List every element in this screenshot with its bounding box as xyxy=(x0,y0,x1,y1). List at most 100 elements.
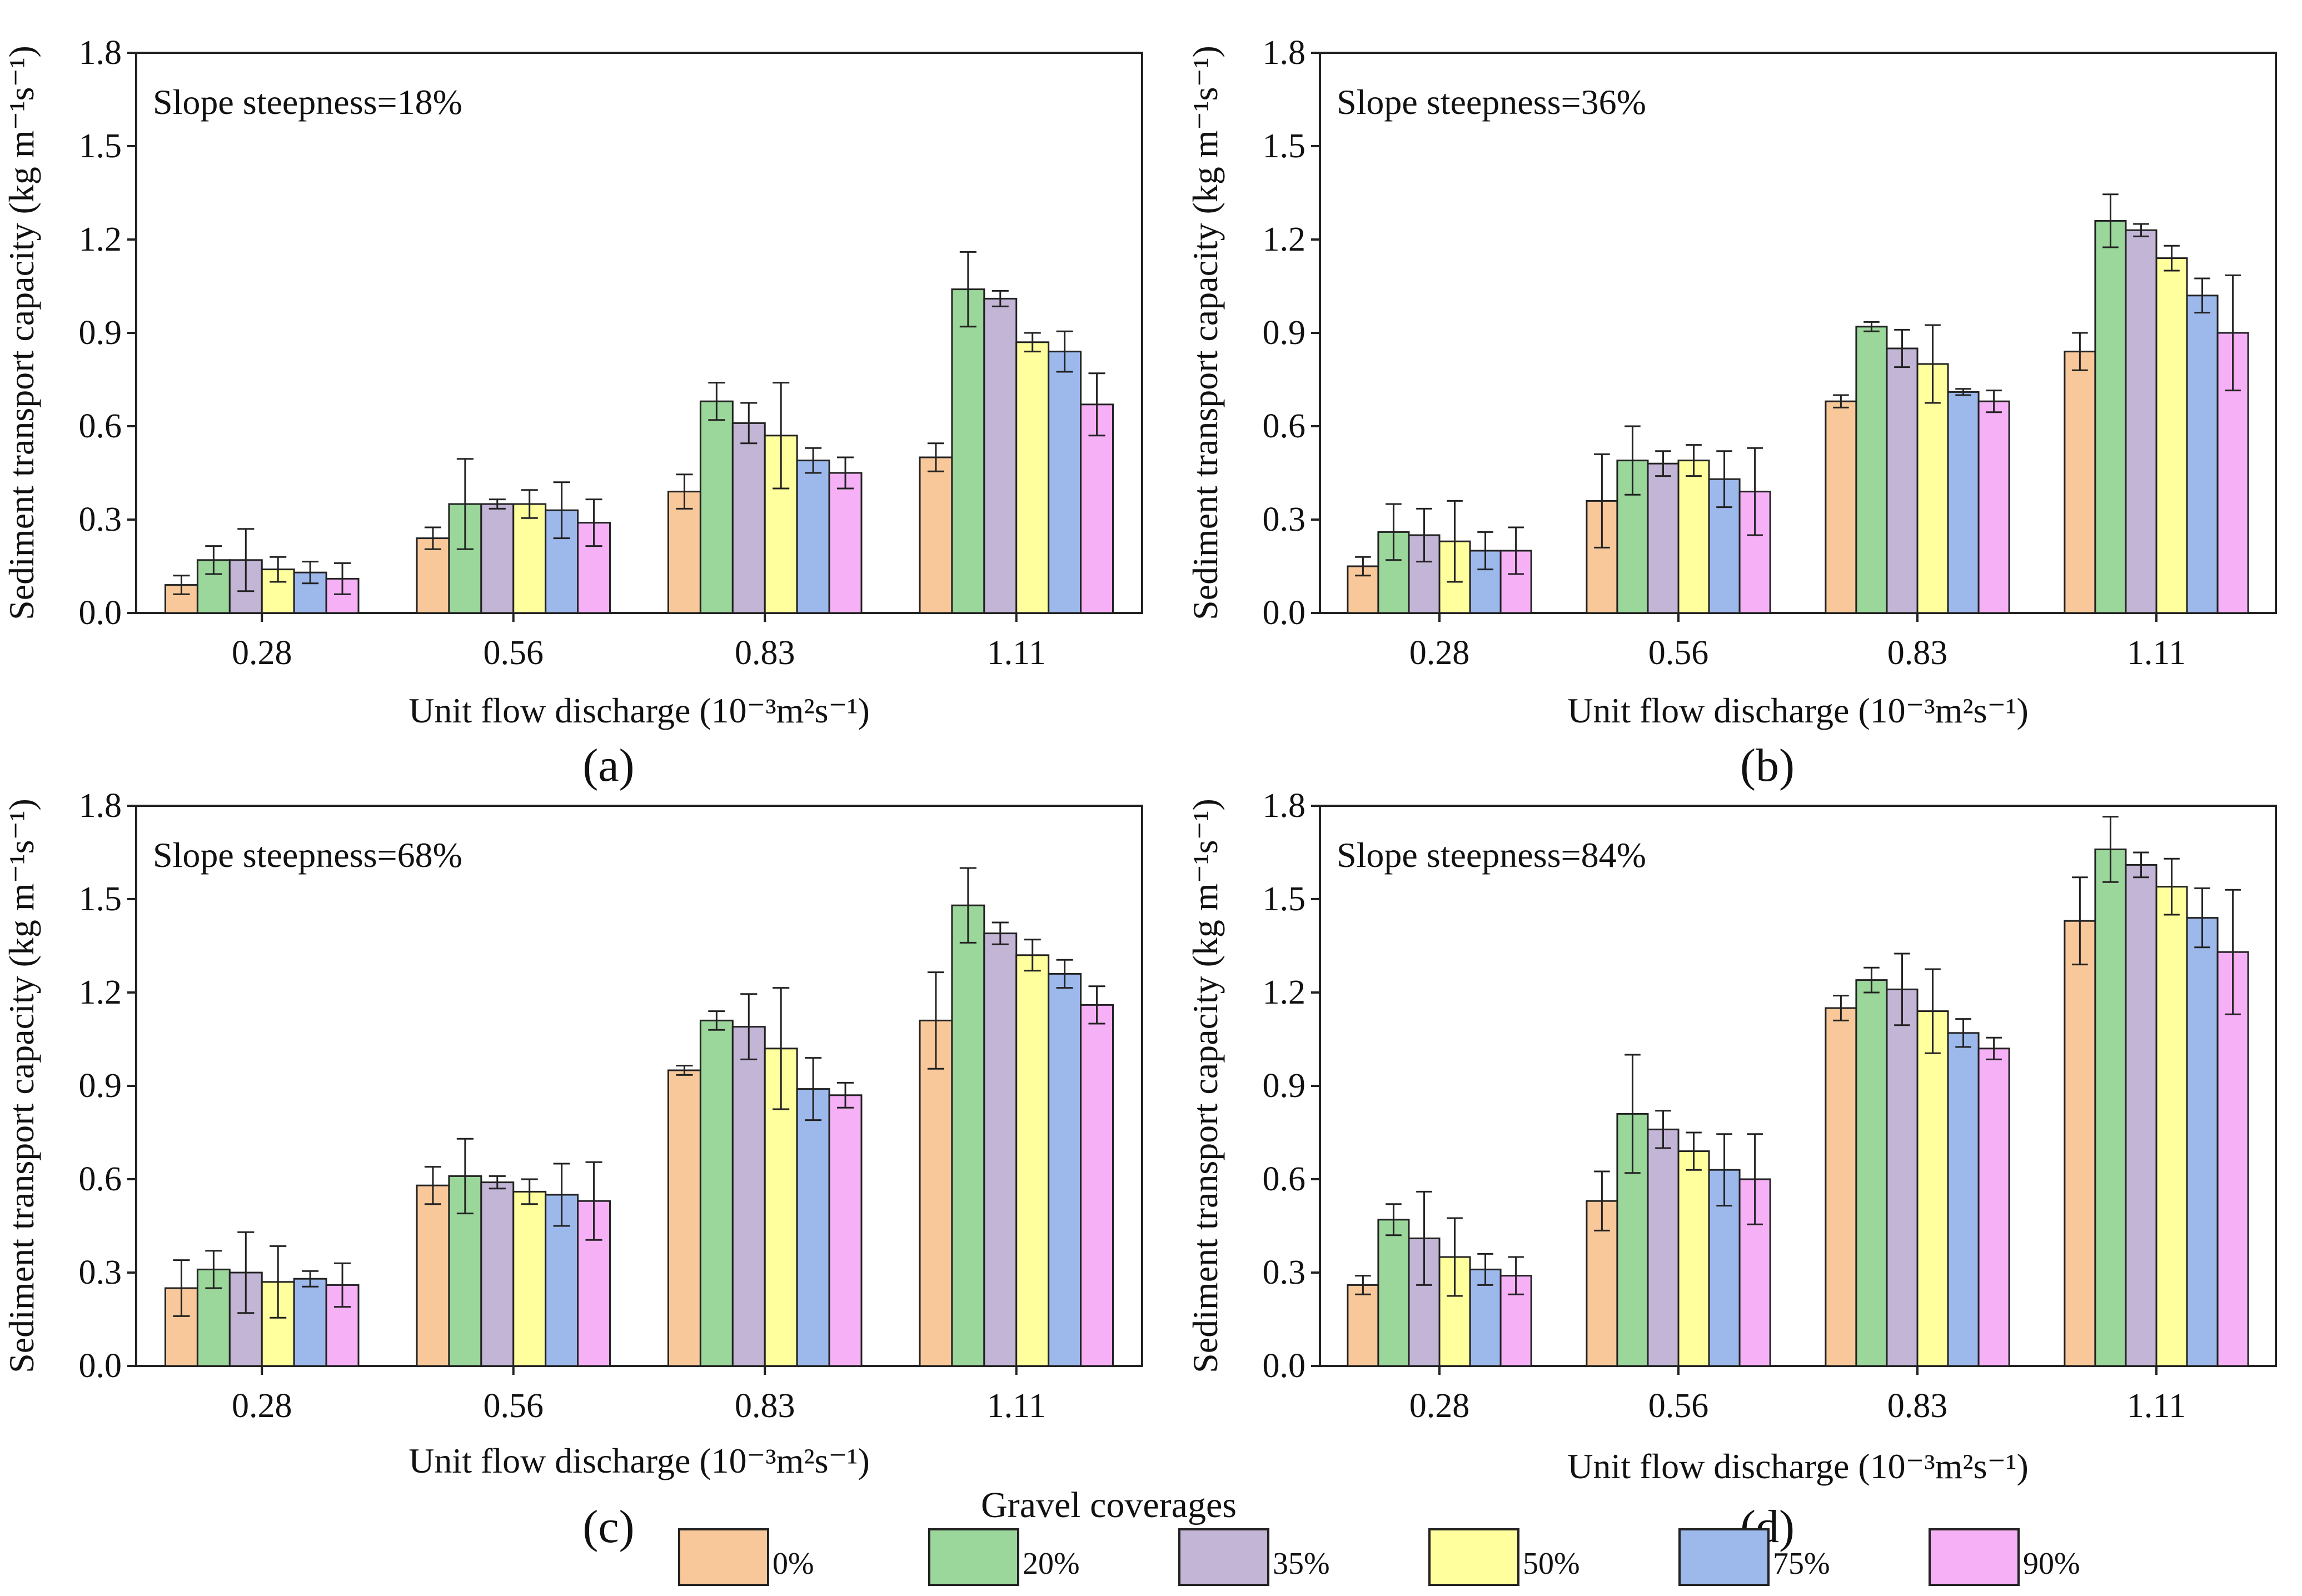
legend-swatch xyxy=(678,1528,769,1586)
y-tick-label: 1.2 xyxy=(1263,221,1306,258)
y-tick-label: 1.8 xyxy=(1263,34,1306,72)
bar-0pct-0.83 xyxy=(1825,400,1857,614)
y-tick-label: 0.0 xyxy=(1263,594,1306,632)
y-tick-label: 1.5 xyxy=(1263,127,1306,165)
bar-0pct-0.28 xyxy=(1347,1284,1379,1367)
bar-50pct-0.56 xyxy=(1677,1150,1710,1367)
y-tick-label: 0.0 xyxy=(79,594,122,632)
bar-0pct-1.11 xyxy=(2064,351,2096,614)
legend-swatch xyxy=(1678,1528,1770,1586)
bar-35pct-1.11 xyxy=(983,297,1018,614)
x-axis-title: Unit flow discharge (10⁻³m²s⁻¹) xyxy=(1567,691,2029,730)
y-tick-label: 1.8 xyxy=(1263,787,1306,825)
x-tick-label: 1.11 xyxy=(987,1387,1046,1425)
bar-35pct-0.83 xyxy=(731,1026,766,1367)
bar-0pct-0.83 xyxy=(667,491,701,614)
legend-title: Gravel coverages xyxy=(981,1485,1237,1525)
y-tick-label: 0.9 xyxy=(79,1067,122,1105)
panel-2: 0.0 0.3 0.6 0.9 1.2 1.5 1.8 Sediment transport … xyxy=(1185,34,2277,791)
y-axis-title: Sediment transport capacity (kg m⁻¹s⁻¹) xyxy=(1185,46,1225,620)
panel-label: (c) xyxy=(582,1501,634,1553)
x-axis-title: Unit flow discharge (10⁻³m²s⁻¹) xyxy=(408,691,870,730)
y-tick-label: 0.6 xyxy=(1263,407,1306,445)
x-tick-label: 0.56 xyxy=(1648,1387,1709,1425)
y-tick-label: 0.6 xyxy=(79,407,122,445)
bar-75pct-1.11 xyxy=(2186,295,2219,614)
legend-item-50pct: 50% xyxy=(1428,1528,1580,1586)
y-tick-label: 0.6 xyxy=(1263,1160,1306,1198)
bar-0pct-1.11 xyxy=(2064,920,2096,1367)
y-tick-label: 0.3 xyxy=(79,501,122,538)
bar-20pct-0.83 xyxy=(1855,979,1888,1367)
y-tick-label: 0.9 xyxy=(1263,314,1306,352)
bar-35pct-0.83 xyxy=(1886,347,1919,614)
x-tick-label: 0.83 xyxy=(735,1387,795,1425)
slope-annotation: Slope steepness=18% xyxy=(153,82,462,122)
x-tick-label: 0.83 xyxy=(1887,1387,1948,1425)
bar-20pct-0.83 xyxy=(1855,326,1888,614)
legend-item-0pct: 0% xyxy=(678,1528,814,1586)
legend-label: 35% xyxy=(1273,1547,1330,1581)
bar-20pct-1.11 xyxy=(951,288,985,614)
y-tick-label: 1.5 xyxy=(1263,880,1306,918)
bar-35pct-0.56 xyxy=(1647,1128,1680,1367)
bar-20pct-1.11 xyxy=(2094,848,2127,1367)
legend-label: 20% xyxy=(1023,1547,1080,1581)
bar-75pct-1.11 xyxy=(1048,351,1082,614)
bar-50pct-0.56 xyxy=(512,1190,547,1367)
legend-item-20pct: 20% xyxy=(928,1528,1080,1586)
bar-90pct-0.83 xyxy=(828,472,863,614)
bar-20pct-1.11 xyxy=(2094,220,2127,614)
bar-75pct-1.11 xyxy=(1048,972,1082,1367)
y-axis-title: Sediment transport capacity (kg m⁻¹s⁻¹) xyxy=(2,799,41,1373)
legend-swatch xyxy=(1178,1528,1269,1586)
legend-swatch xyxy=(1428,1528,1519,1586)
y-tick-label: 1.2 xyxy=(1263,974,1306,1011)
bar-50pct-0.56 xyxy=(512,503,547,614)
bar-35pct-0.56 xyxy=(1647,462,1680,614)
legend-label: 0% xyxy=(773,1547,814,1581)
bar-0pct-1.11 xyxy=(919,1019,953,1367)
bar-75pct-0.28 xyxy=(293,1278,327,1367)
panel-1: 0.0 0.3 0.6 0.9 1.2 1.5 1.8 Sediment transport … xyxy=(2,34,1143,791)
bar-0pct-1.11 xyxy=(919,456,953,614)
x-tick-label: 0.83 xyxy=(735,634,795,672)
x-tick-label: 1.11 xyxy=(2127,634,2186,672)
bar-0pct-0.83 xyxy=(1825,1007,1857,1367)
bar-75pct-0.83 xyxy=(796,460,830,614)
slope-annotation: Slope steepness=36% xyxy=(1337,82,1646,122)
bar-50pct-0.83 xyxy=(1916,363,1949,614)
y-tick-label: 1.2 xyxy=(79,221,122,258)
bar-35pct-0.56 xyxy=(480,503,515,614)
bar-20pct-0.28 xyxy=(1377,1219,1410,1367)
x-tick-label: 1.11 xyxy=(987,634,1046,672)
bar-50pct-0.56 xyxy=(1677,460,1710,614)
bar-90pct-0.83 xyxy=(828,1094,863,1367)
bar-20pct-0.83 xyxy=(699,400,734,614)
slope-annotation: Slope steepness=84% xyxy=(1337,835,1646,875)
bar-90pct-0.83 xyxy=(1977,1048,2010,1367)
bar-35pct-1.11 xyxy=(983,932,1018,1367)
x-tick-label: 0.83 xyxy=(1887,634,1948,672)
bar-90pct-1.11 xyxy=(1080,1004,1114,1367)
y-tick-label: 0.0 xyxy=(79,1347,122,1385)
legend-label: 50% xyxy=(1523,1547,1580,1581)
bar-50pct-0.83 xyxy=(1916,1010,1949,1367)
y-tick-label: 0.9 xyxy=(1263,1067,1306,1105)
y-tick-label: 1.2 xyxy=(79,974,122,1011)
bar-90pct-1.11 xyxy=(2216,951,2249,1367)
bar-50pct-1.11 xyxy=(1015,341,1050,614)
y-tick-label: 0.3 xyxy=(79,1254,122,1291)
y-tick-label: 0.9 xyxy=(79,314,122,352)
bar-20pct-1.11 xyxy=(951,904,985,1367)
bar-75pct-0.83 xyxy=(1947,391,1980,614)
slope-annotation: Slope steepness=68% xyxy=(153,835,462,875)
x-tick-label: 0.28 xyxy=(1409,634,1470,672)
legend-swatch xyxy=(1929,1528,2020,1586)
legend-item-35pct: 35% xyxy=(1178,1528,1330,1586)
x-tick-label: 0.56 xyxy=(484,634,544,672)
bar-50pct-1.11 xyxy=(1015,954,1050,1367)
bar-35pct-0.83 xyxy=(1886,988,1919,1367)
bar-75pct-1.11 xyxy=(2186,917,2219,1367)
y-tick-label: 1.8 xyxy=(79,787,122,825)
